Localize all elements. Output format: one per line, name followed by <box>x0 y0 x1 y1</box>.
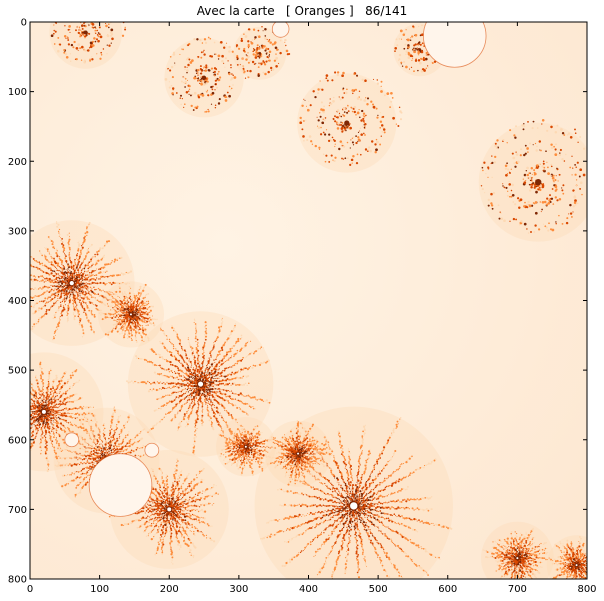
spiral-feature-4 <box>478 119 587 242</box>
star-feature-17 <box>30 352 104 473</box>
bulb-feature-22 <box>271 22 290 38</box>
star-feature-11 <box>216 416 277 477</box>
star-feature-10 <box>97 281 165 348</box>
y-tick-label: 600 <box>8 435 27 446</box>
bulb-feature-19 <box>422 22 487 68</box>
star-feature-14 <box>546 535 587 579</box>
y-tick-label: 200 <box>8 157 27 168</box>
bulb-feature-20 <box>64 432 80 448</box>
y-tick-label: 300 <box>8 226 27 237</box>
spiral-feature-5 <box>233 25 291 80</box>
spiral-feature-3 <box>297 71 403 173</box>
y-tick-label: 700 <box>8 505 27 516</box>
star-feature-13 <box>481 521 554 579</box>
y-tick-label: 0 <box>21 18 27 29</box>
x-tick-label: 700 <box>508 584 527 595</box>
y-tick-label: 400 <box>8 296 27 307</box>
spiral-feature-1 <box>49 22 127 69</box>
star-feature-8 <box>126 311 274 457</box>
bulb-feature-21 <box>144 442 160 458</box>
x-tick-label: 0 <box>27 584 33 595</box>
star-feature-12 <box>264 420 332 487</box>
x-tick-label: 100 <box>90 584 109 595</box>
x-tick-label: 600 <box>438 584 457 595</box>
bulb-feature-18 <box>88 453 153 517</box>
y-tick-label: 100 <box>8 87 27 98</box>
y-tick-label: 500 <box>8 366 27 377</box>
x-tick-label: 300 <box>229 584 248 595</box>
x-tick-label: 400 <box>299 584 318 595</box>
x-tick-label: 800 <box>577 584 596 595</box>
y-tick-label: 800 <box>8 575 27 586</box>
chart-title: Avec la carte [ Oranges ] 86/141 <box>196 4 408 18</box>
x-tick-label: 200 <box>160 584 179 595</box>
spiral-feature-2 <box>164 36 250 118</box>
star-feature-9 <box>254 406 453 579</box>
x-tick-label: 500 <box>369 584 388 595</box>
star-feature-7 <box>30 220 135 346</box>
